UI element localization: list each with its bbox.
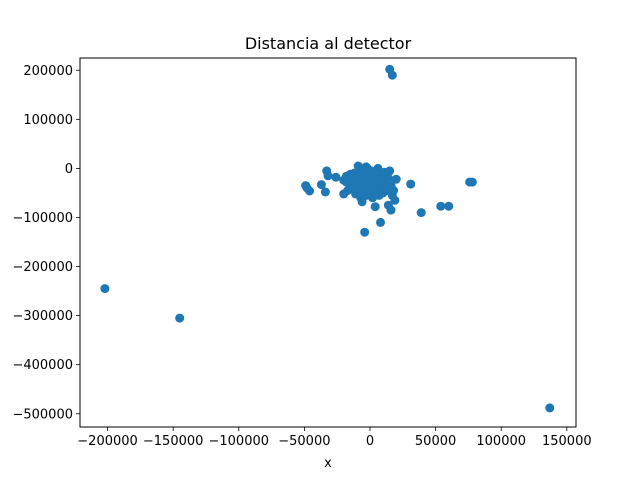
y-tick-label: −300000: [12, 309, 73, 324]
y-axis-ticks: 200000 100000 0 −100000 −200000 −300000 −40000…: [12, 64, 80, 422]
scatter-point: [305, 186, 315, 196]
scatter-point: [368, 193, 378, 203]
scatter-point: [331, 172, 341, 182]
scatter-point: [360, 227, 370, 237]
x-tick-label: 150000: [542, 434, 592, 449]
y-tick-label: 0: [65, 162, 73, 177]
x-tick-label: 0: [366, 434, 374, 449]
scatter-point: [406, 179, 416, 189]
data-points: [100, 64, 555, 413]
scatter-point: [100, 284, 110, 294]
y-tick-label: 100000: [23, 113, 73, 128]
x-tick-label: −150000: [143, 434, 204, 449]
scatter-point: [370, 202, 380, 212]
scatter-point: [352, 172, 362, 182]
scatter-point: [379, 167, 389, 177]
scatter-point: [357, 197, 367, 207]
scatter-point: [467, 177, 477, 187]
y-tick-label: −200000: [12, 260, 73, 275]
x-axis-ticks: −200000 −150000 −100000 −50000 0 50000 100000 1…: [77, 427, 592, 449]
scatter-point: [382, 178, 392, 188]
scatter-point: [416, 208, 426, 218]
y-tick-label: −500000: [12, 407, 73, 422]
y-tick-label: 200000: [23, 64, 73, 79]
scatter-point: [390, 195, 400, 205]
x-tick-label: −50000: [278, 434, 330, 449]
scatter-point: [323, 171, 333, 181]
scatter-point: [545, 403, 555, 413]
x-tick-label: 100000: [476, 434, 526, 449]
scatter-point: [352, 180, 362, 190]
scatter-point: [444, 201, 454, 211]
scatter-point: [387, 70, 397, 80]
scatter-point: [389, 186, 399, 195]
scatter-point: [436, 201, 446, 211]
y-tick-label: −100000: [12, 211, 73, 226]
plot-frame: [79, 57, 577, 428]
y-tick-label: −400000: [12, 358, 73, 373]
x-tick-label: 50000: [415, 434, 456, 449]
chart-title: Distancia al detector: [245, 34, 412, 53]
scatter-point: [339, 189, 349, 199]
x-axis-label: x: [324, 456, 332, 471]
x-tick-label: −100000: [209, 434, 270, 449]
scatter-point: [175, 313, 185, 323]
scatter-point: [391, 174, 401, 184]
scatter-point: [376, 217, 385, 227]
scatter-point: [316, 180, 326, 190]
x-tick-label: −200000: [77, 434, 138, 449]
scatter-point: [386, 205, 396, 215]
scatter-point: [341, 171, 351, 181]
scatter-point: [361, 162, 371, 172]
plot-area: [80, 58, 576, 427]
scatter-point: [320, 187, 330, 197]
